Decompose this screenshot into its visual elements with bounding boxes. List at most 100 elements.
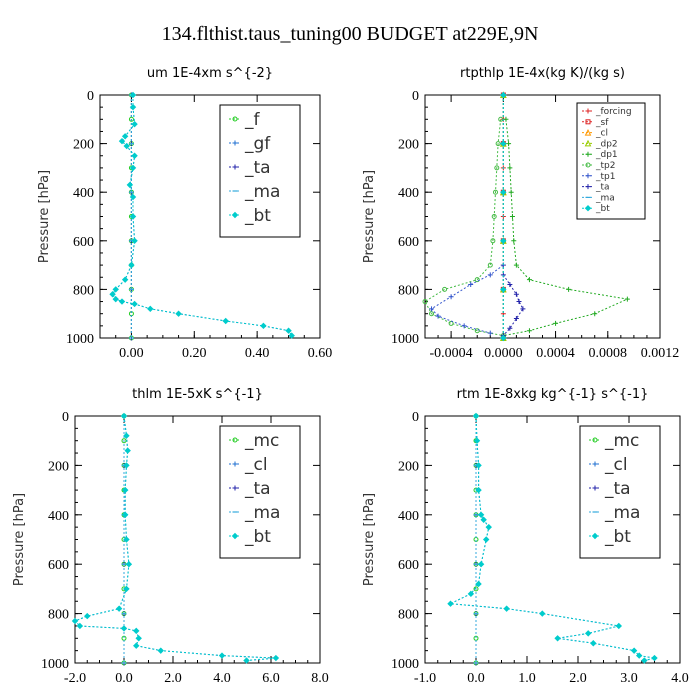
legend-marker <box>585 173 591 179</box>
data-point <box>467 590 475 598</box>
y-tick-label: 600 <box>398 235 419 250</box>
data-point <box>485 523 492 531</box>
series-bt <box>71 412 280 664</box>
data-point <box>157 647 164 654</box>
data-point <box>635 652 643 659</box>
data-point <box>487 262 493 268</box>
legend-entry: _bt <box>244 527 271 547</box>
legend-marker <box>232 116 238 122</box>
y-tick-label: 400 <box>398 509 419 524</box>
legend: _mc _cl _ta _ma _bt <box>219 425 301 559</box>
data-point <box>442 286 448 292</box>
data-point <box>487 330 493 336</box>
data-point <box>480 516 487 523</box>
legend-marker <box>585 119 591 125</box>
data-point <box>288 332 295 339</box>
data-point <box>472 412 480 420</box>
data-point <box>473 586 479 592</box>
legend-entry: _bt <box>244 206 271 226</box>
x-tick-label: 6.0 <box>262 671 280 686</box>
data-point <box>123 142 130 150</box>
data-point <box>487 272 493 278</box>
data-point <box>513 291 519 297</box>
legend-entry: _cl <box>244 455 268 475</box>
legend-marker <box>584 128 592 136</box>
data-point <box>482 536 490 543</box>
data-point <box>129 213 137 220</box>
legend-marker <box>585 108 591 114</box>
legend-entry: _f <box>244 110 261 130</box>
data-point <box>120 412 128 420</box>
series-bt <box>500 91 507 342</box>
data-point <box>500 334 507 342</box>
panels: um 1E-4xm s^{-2}Pressure [hPa]0.00 0.20 0.… <box>12 66 689 686</box>
data-point <box>508 189 514 195</box>
y-tick-label: 1000 <box>66 332 94 347</box>
legend-marker <box>231 532 239 540</box>
data-point <box>123 536 130 543</box>
legend-marker <box>591 532 599 540</box>
y-tick-label: 400 <box>73 186 94 201</box>
data-point <box>507 165 513 171</box>
data-point <box>121 276 129 283</box>
data-point <box>509 214 515 219</box>
y-tick-label: 200 <box>48 459 69 474</box>
y-axis-label: Pressure [hPa] <box>362 493 377 586</box>
data-point <box>503 605 510 612</box>
data-point <box>112 295 119 303</box>
data-point <box>490 238 496 244</box>
x-tick-label: 4.0 <box>213 671 231 686</box>
panel-title: thlm 1E-5xK s^{-1} <box>132 387 263 402</box>
y-tick-label: 200 <box>398 459 419 474</box>
data-point <box>147 305 154 313</box>
y-axis-label: Pressure [hPa] <box>362 170 377 263</box>
data-point <box>526 277 532 283</box>
data-point <box>498 116 504 122</box>
x-tick-label: -1.0 <box>414 671 436 686</box>
data-point <box>447 600 454 607</box>
legend-entry: _ta <box>244 479 271 499</box>
data-point <box>118 298 126 305</box>
legend-marker <box>584 204 592 212</box>
x-tick-label: 2.0 <box>569 671 587 686</box>
x-tick-label: 0.0 <box>467 671 485 686</box>
data-point <box>624 296 630 302</box>
data-point <box>495 141 501 147</box>
x-tick-label: -2.0 <box>64 671 86 686</box>
data-point <box>503 116 509 122</box>
legend-marker <box>592 437 598 443</box>
legend-box <box>576 102 646 220</box>
panel-title: rtpthlp 1E-4x(kg K)/(kg s) <box>460 66 625 81</box>
figure-title: 134.flthist.taus_tuning00 BUDGET at229E,… <box>162 23 539 45</box>
data-point <box>553 320 559 326</box>
data-point <box>429 311 435 317</box>
data-point <box>120 625 128 632</box>
y-tick-label: 400 <box>48 509 69 524</box>
legend-entry: _ma <box>244 182 280 202</box>
data-point <box>76 622 84 630</box>
data-point <box>474 277 480 283</box>
data-point <box>500 286 507 293</box>
x-tick-label: 0.0000 <box>484 346 523 361</box>
data-point <box>131 120 138 128</box>
series-bt <box>109 91 295 339</box>
data-point <box>129 164 137 172</box>
legend-entry: _forcing <box>595 107 632 117</box>
legend: _mc _cl _ta _ma _bt <box>579 425 661 559</box>
data-point <box>84 612 91 620</box>
y-tick-label: 1000 <box>41 657 69 672</box>
data-point <box>448 294 454 300</box>
y-tick-label: 1000 <box>391 332 419 347</box>
data-point <box>494 165 500 171</box>
x-tick-label: 0.0012 <box>641 346 680 361</box>
x-tick-label: 0.0008 <box>589 346 628 361</box>
series-line <box>502 274 524 336</box>
x-tick-label: 1.0 <box>518 671 536 686</box>
data-point <box>584 630 592 637</box>
series-bt <box>447 412 658 664</box>
data-point <box>473 437 481 444</box>
data-point <box>133 627 140 635</box>
data-point <box>500 237 507 245</box>
data-point <box>272 654 280 662</box>
data-point <box>500 188 507 196</box>
